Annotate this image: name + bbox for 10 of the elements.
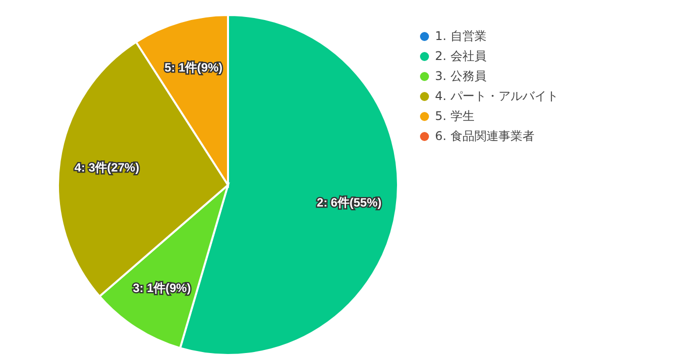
data-label: 2: 6件(55%) <box>316 195 382 210</box>
legend-label: 1. 自営業 <box>435 28 486 44</box>
legend-label: 3. 公務員 <box>435 68 486 84</box>
legend-label: 2. 会社員 <box>435 48 486 64</box>
legend-label: 5. 学生 <box>435 108 474 124</box>
data-label: 5: 1件(9%) <box>164 60 223 75</box>
legend-label: 6. 食品関連事業者 <box>435 128 534 144</box>
data-label: 3: 1件(9%) <box>132 280 191 295</box>
data-label: 4: 3件(27%) <box>74 160 140 175</box>
legend-label: 4. パート・アルバイト <box>435 88 558 104</box>
